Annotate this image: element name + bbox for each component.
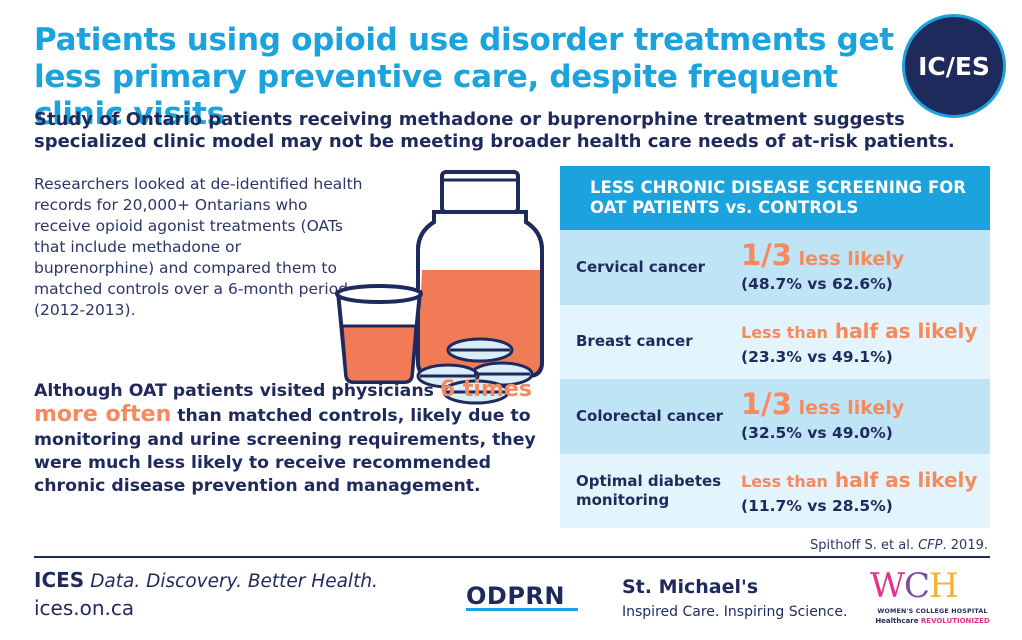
medication-illustration	[335, 170, 544, 405]
footer-brand: ICES Data. Discovery. Better Health.	[34, 568, 378, 592]
row-value: 1/3 less likely	[741, 237, 905, 272]
st-michaels-logo: St. Michael's	[622, 576, 759, 598]
visit-multiplier: 6 times more often	[34, 377, 532, 428]
row-label: Cervical cancer	[576, 257, 706, 276]
pills	[416, 337, 534, 405]
table-row: Optimal diabetes monitoring Less than ha…	[560, 453, 990, 528]
wch-tagline: Healthcare REVOLUTIONIZED	[875, 617, 990, 625]
row-value: Less than half as likely	[741, 318, 978, 343]
intro-text: Researchers looked at de-identified heal…	[34, 175, 363, 319]
row-label: Breast cancer	[576, 332, 693, 351]
row-label: Optimal diabetes monitoring	[576, 471, 722, 509]
odprn-logo: ODPRN	[466, 582, 565, 610]
row-detail: (32.5% vs 49.0%)	[741, 423, 893, 442]
row-detail: (11.7% vs 28.5%)	[741, 496, 893, 515]
table-row: Colorectal cancer 1/3 less likely (32.5%…	[560, 379, 990, 454]
table-row: Breast cancer Less than half as likely (…	[560, 304, 990, 379]
odprn-underline	[466, 608, 578, 611]
page-subtitle: Study of Ontario patients receiving meth…	[34, 109, 955, 152]
screening-table: LESS CHRONIC DISEASE SCREENING FOR OAT P…	[560, 166, 990, 528]
footer-divider	[34, 556, 990, 558]
table-row: Cervical cancer 1/3 less likely (48.7% v…	[560, 230, 990, 305]
row-value: 1/3 less likely	[741, 386, 905, 421]
key-finding: Although OAT patients visited physicians…	[34, 377, 536, 497]
citation: Spithoff S. et al. CFP. 2019.	[810, 538, 988, 553]
row-label: Colorectal cancer	[576, 406, 724, 425]
st-michaels-tagline: Inspired Care. Inspiring Science.	[622, 604, 848, 620]
bottle-cap	[440, 170, 520, 214]
row-detail: (48.7% vs 62.6%)	[741, 274, 893, 293]
table-title: LESS CHRONIC DISEASE SCREENING FOR OAT P…	[560, 166, 990, 230]
wch-logo: WCH	[870, 566, 959, 606]
wch-name: WOMEN'S COLLEGE HOSPITAL	[877, 608, 988, 615]
page-title: Patients using opioid use disorder treat…	[34, 22, 894, 132]
ices-logo: IC/ES	[902, 14, 1006, 118]
row-detail: (23.3% vs 49.1%)	[741, 347, 893, 366]
website-link[interactable]: ices.on.ca	[34, 596, 135, 620]
row-value: Less than half as likely	[741, 467, 978, 492]
